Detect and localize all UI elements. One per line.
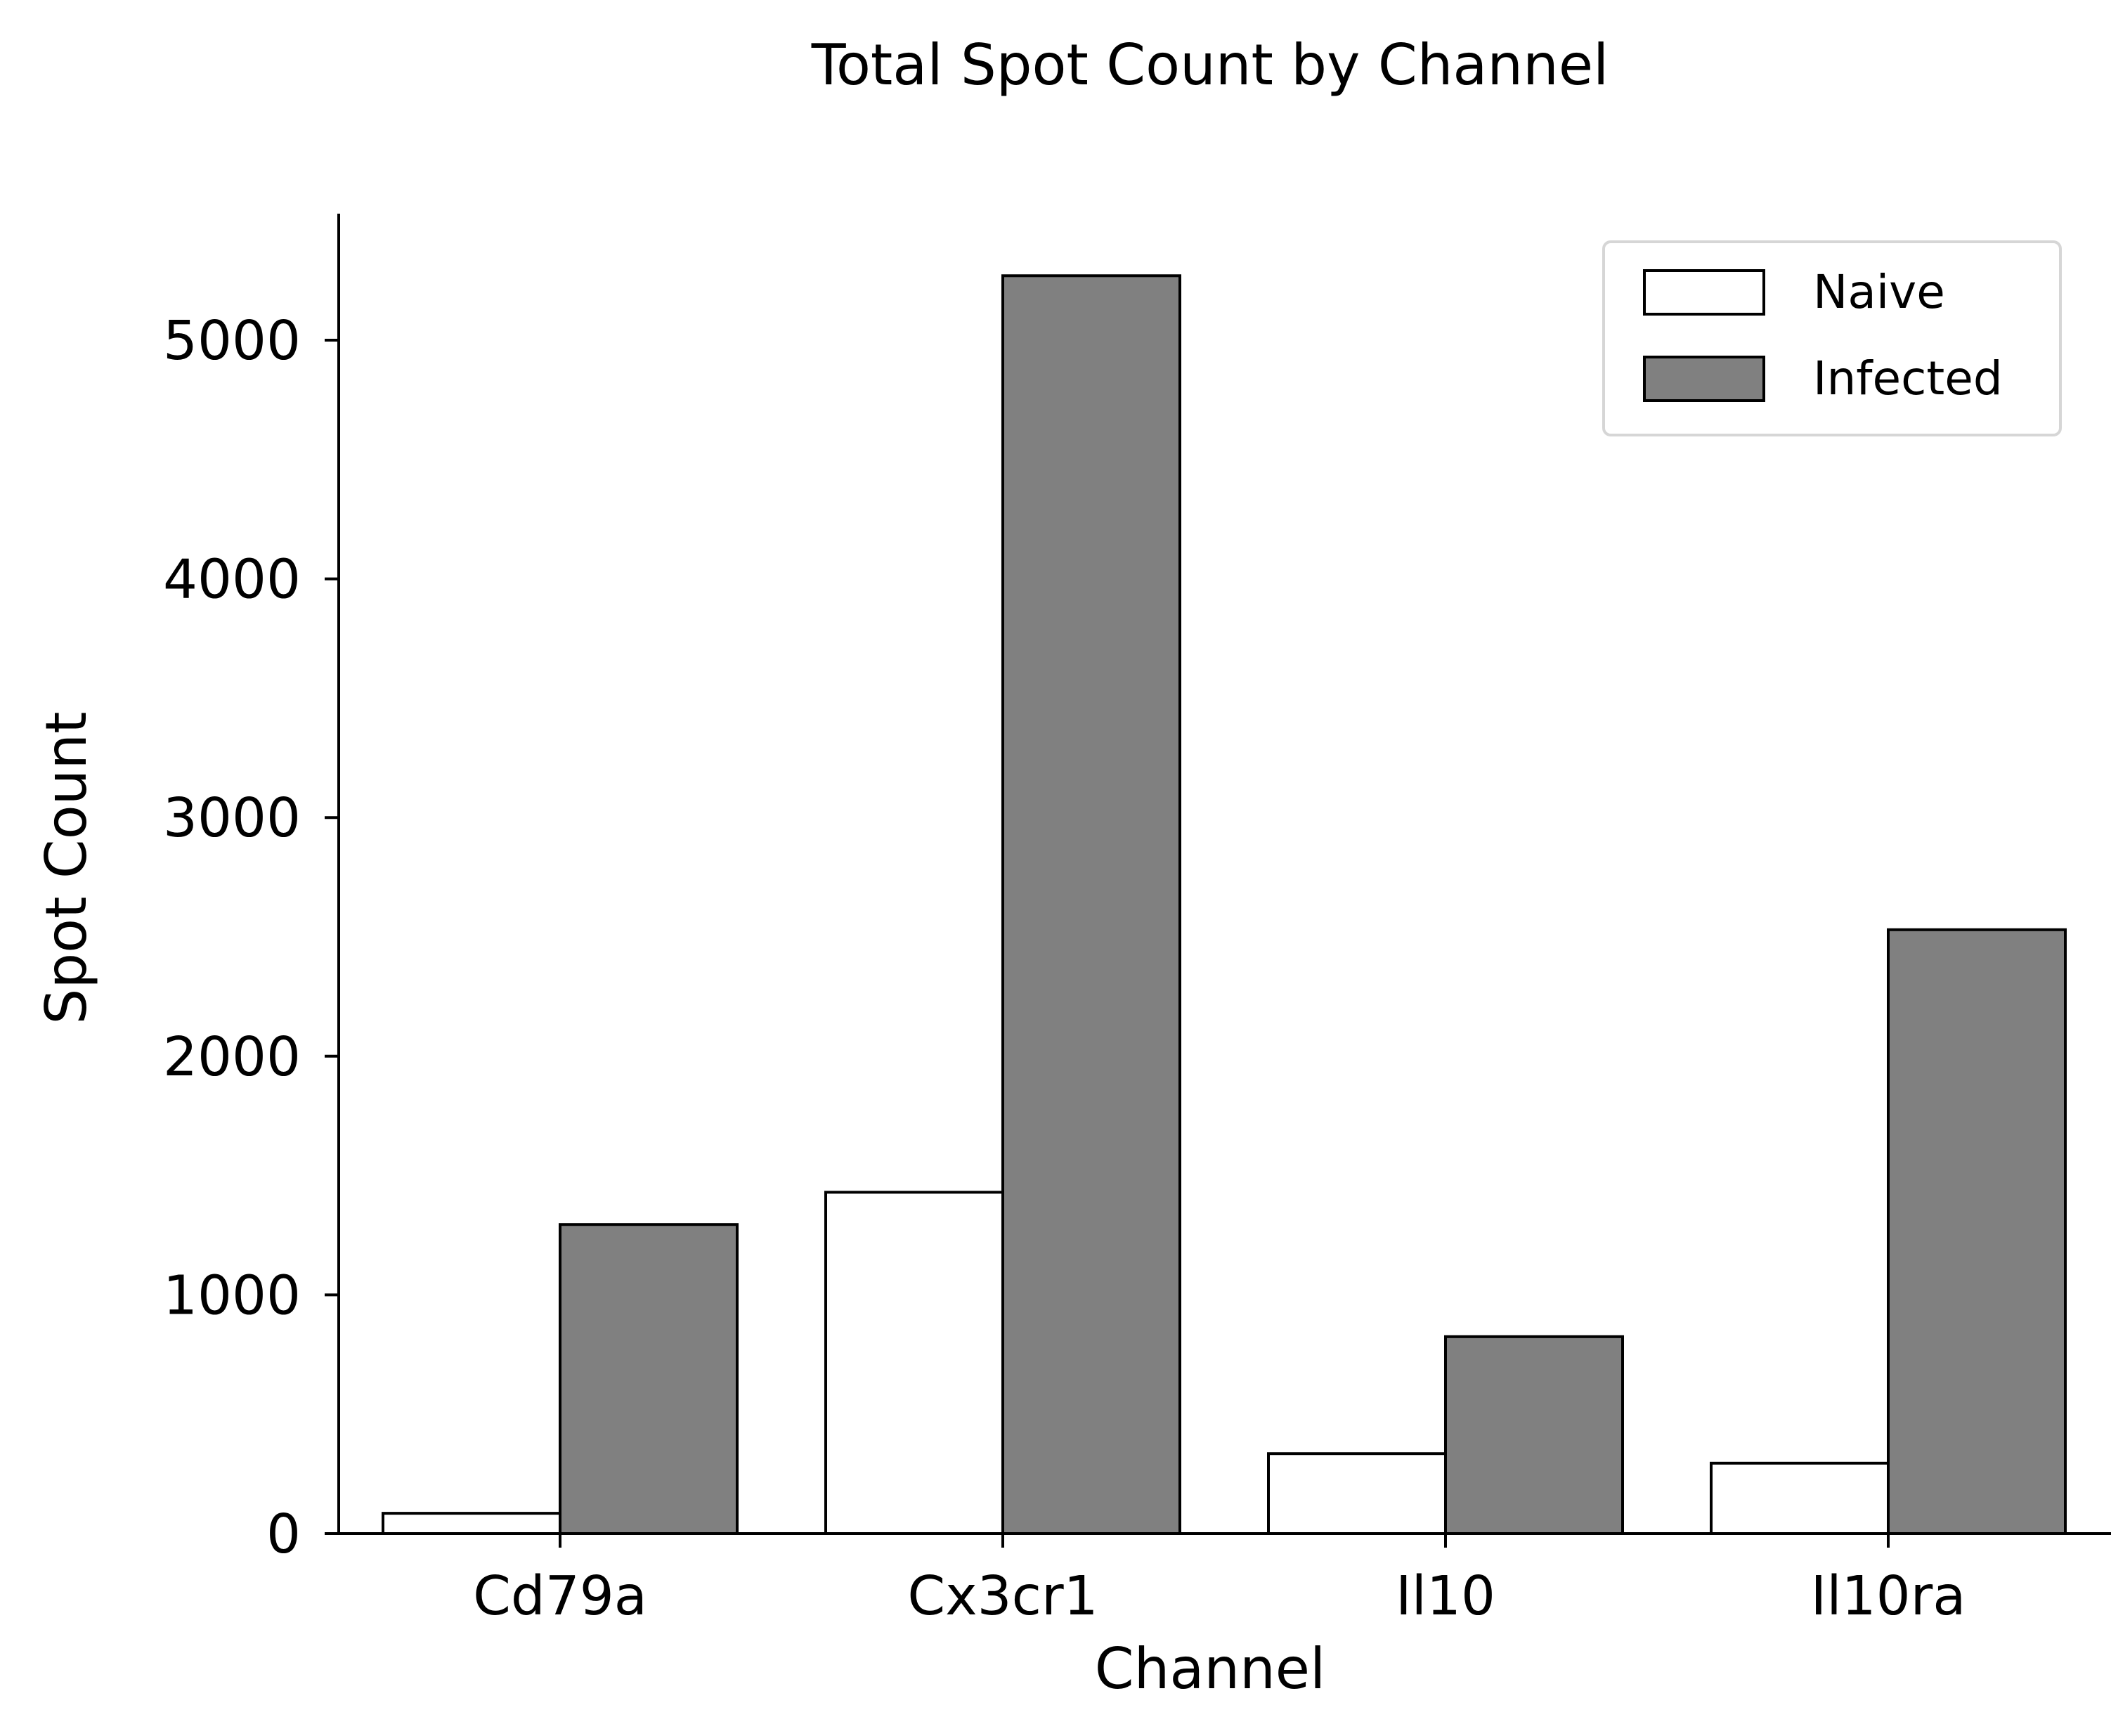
y-axis-label: Spot Count [34, 712, 99, 1025]
legend-swatch-infected [1643, 356, 1765, 402]
y-tick-label: 3000 [163, 787, 301, 850]
bar-infected-il10ra [1887, 928, 2067, 1535]
y-axis-ticks: 0 1000 2000 3000 4000 5000 [163, 310, 339, 1566]
y-tick-label: 1000 [163, 1264, 301, 1327]
legend-swatch-naive [1643, 269, 1765, 316]
x-tick-label: Il10ra [1811, 1565, 1966, 1628]
y-tick-label: 0 [266, 1503, 301, 1566]
legend-label-naive: Naive [1813, 265, 1945, 319]
bar-naive-cd79a [382, 1512, 561, 1535]
y-tick-label: 5000 [163, 310, 301, 373]
bar-naive-il10 [1267, 1452, 1447, 1535]
bar-infected-cx3cr1 [1001, 274, 1181, 1536]
x-tick-label: Cx3cr1 [907, 1565, 1098, 1628]
bar-naive-il10ra [1710, 1461, 1890, 1536]
legend: Naive Infected [1602, 240, 2062, 436]
bar-infected-il10 [1444, 1335, 1624, 1536]
x-axis-label: Channel [1095, 1636, 1325, 1702]
x-axis-ticks: Cd79a Cx3cr1 Il10 Il10ra [473, 1534, 1966, 1628]
x-tick-label: Cd79a [473, 1565, 647, 1628]
plot-area: 0 1000 2000 3000 4000 5000 Cd79a Cx3cr1 Il10 Il1… [163, 214, 2111, 1628]
chart-title: Total Spot Count by Channel [811, 32, 1609, 98]
x-tick-label: Il10 [1396, 1565, 1495, 1628]
legend-label-infected: Infected [1813, 351, 2003, 406]
bar-infected-cd79a [559, 1223, 739, 1536]
y-tick-label: 2000 [163, 1026, 301, 1089]
bar-naive-cx3cr1 [824, 1191, 1004, 1535]
bars-group [382, 274, 2067, 1536]
y-tick-label: 4000 [163, 549, 301, 611]
